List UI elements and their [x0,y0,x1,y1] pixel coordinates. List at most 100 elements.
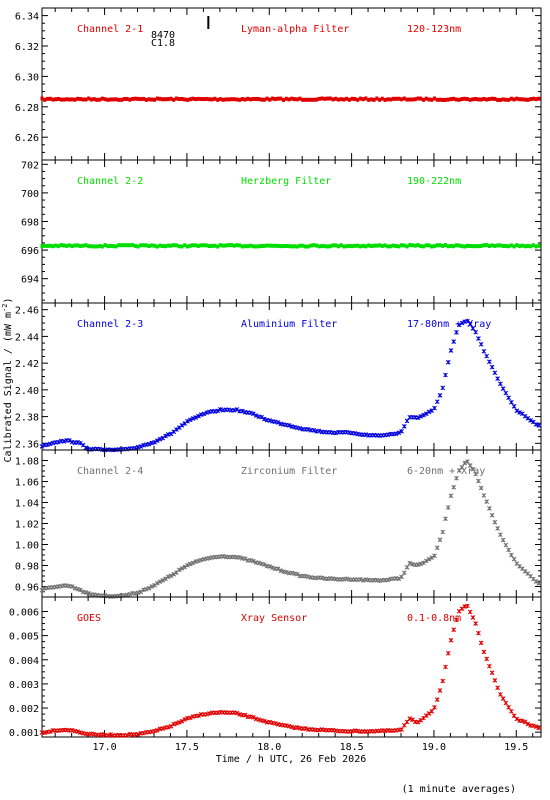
data-point [157,436,163,442]
data-point [73,97,77,102]
data-point [176,567,182,573]
data-point [257,97,261,102]
data-point [418,561,424,567]
data-point [309,97,313,102]
data-point [312,243,316,248]
y-tick-label: 702 [21,160,39,171]
data-point [59,97,63,102]
data-point [344,576,350,582]
data-point [380,96,384,101]
data-point [427,97,431,102]
data-point [418,414,424,419]
data-point [408,243,412,248]
data-point [423,558,429,564]
data-point [78,587,83,593]
data-point [246,96,250,101]
data-point [270,565,275,571]
data-point [443,516,448,522]
data-point [125,96,129,101]
data-point [396,576,402,582]
data-point [109,243,113,248]
data-point [369,97,373,102]
data-point [440,678,446,684]
data-point [465,603,470,609]
data-point [240,244,244,249]
data-point [183,97,187,102]
data-point [160,726,166,731]
panel-filter-label: Xray Sensor [241,613,307,624]
data-series [39,603,542,738]
data-point [456,322,462,328]
data-point [476,630,481,636]
data-point [473,621,479,626]
data-point [177,96,181,101]
data-point [155,244,159,249]
data-point [136,96,140,101]
data-point [65,243,69,248]
data-point [267,719,273,725]
data-point [342,97,346,102]
data-point [484,499,490,504]
data-point [196,96,200,101]
data-point [399,574,404,580]
data-point [353,97,357,102]
data-point [405,244,409,249]
data-point [479,243,483,248]
data-point [520,97,524,102]
data-point [476,478,481,484]
data-point [404,565,410,570]
data-point [147,244,151,249]
data-point [500,537,506,543]
data-point [402,243,406,248]
data-point [176,720,182,725]
data-point [481,348,487,354]
data-point [218,407,223,412]
data-point [238,243,242,248]
data-point [67,243,71,248]
data-point [489,670,495,676]
data-point [275,566,281,572]
data-point [470,326,476,331]
data-point [316,428,322,434]
data-point [512,244,516,249]
data-point [402,96,406,101]
panel-filter-label: Aluminium Filter [241,319,337,330]
data-point [240,97,244,102]
data-point [372,243,376,248]
data-point [495,685,500,691]
data-point [210,97,214,102]
data-point [415,719,421,725]
data-point [103,97,107,102]
data-point [467,609,473,615]
data-point [202,243,206,248]
data-point [356,243,360,248]
data-point [275,420,281,425]
data-point [213,243,217,248]
data-point [238,97,242,102]
data-point [283,569,289,575]
data-point [419,96,423,101]
data-point [205,243,209,248]
x-tick-label: 18.5 [340,742,364,753]
data-point [45,442,50,448]
data-point [386,244,390,249]
data-point [506,704,511,710]
panel-filter-label: Lyman-alpha Filter [241,24,349,35]
y-tick-label: 696 [21,246,39,257]
data-point [54,97,58,102]
data-point [69,584,75,589]
panel-band-label: 190-222nm [407,176,461,187]
data-point [174,427,179,432]
data-point [306,97,310,102]
data-point [276,96,280,101]
y-tick-label: 6.34 [15,12,39,23]
data-point [160,577,166,583]
data-series [39,318,542,453]
data-point [161,244,165,249]
data-point [528,418,533,423]
data-point [229,97,233,102]
data-point [413,243,417,248]
data-point [154,727,160,733]
data-point [106,97,110,102]
data-point [95,97,99,102]
